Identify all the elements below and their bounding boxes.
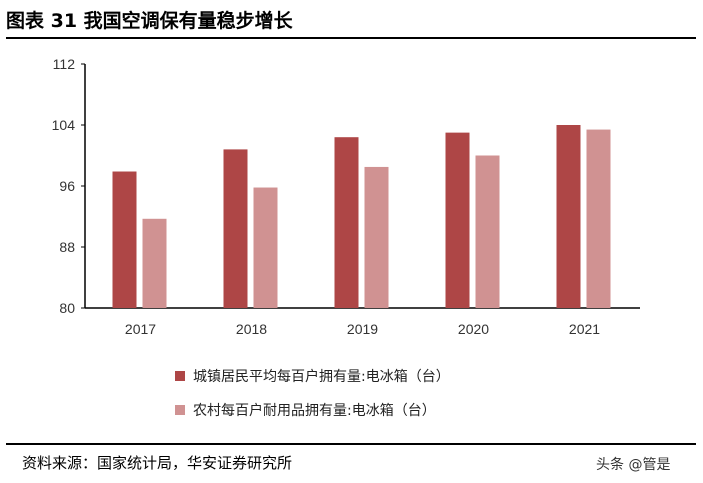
y-tick-label: 80 <box>59 300 75 316</box>
x-tick-label: 2017 <box>125 321 156 337</box>
watermark: 头条 @管是 <box>596 457 671 473</box>
y-tick-label: 96 <box>59 178 75 194</box>
legend-label: 农村每百户耐用品拥有量:电冰箱（台） <box>193 403 436 419</box>
legend-label: 城镇居民平均每百户拥有量:电冰箱（台） <box>193 369 450 385</box>
bar-2020-series-1 <box>475 155 500 308</box>
x-tick-label: 2021 <box>569 321 600 337</box>
x-tick-label: 2018 <box>236 321 267 337</box>
bar-2019-series-0 <box>334 137 359 308</box>
bar-2017-series-0 <box>112 171 137 308</box>
legend-item-rural: 农村每百户耐用品拥有量:电冰箱（台） <box>175 400 436 420</box>
source-note: 资料来源：国家统计局，华安证券研究所 <box>22 454 293 472</box>
bar-2020-series-0 <box>445 132 470 308</box>
x-tick-label: 2019 <box>347 321 378 337</box>
x-tick-label: 2020 <box>458 321 489 337</box>
bar-2017-series-1 <box>142 218 167 308</box>
y-tick-label: 104 <box>52 117 76 133</box>
bar-2018-series-1 <box>253 187 278 308</box>
legend-swatch <box>175 371 185 381</box>
bar-2021-series-1 <box>586 129 611 308</box>
bar-2019-series-1 <box>364 166 389 308</box>
y-tick-label: 88 <box>59 239 75 255</box>
legend-swatch <box>175 405 185 415</box>
legend-item-urban: 城镇居民平均每百户拥有量:电冰箱（台） <box>175 366 450 386</box>
bar-2018-series-0 <box>223 149 248 308</box>
bar-2021-series-0 <box>556 125 581 308</box>
y-tick-label: 112 <box>53 56 76 72</box>
chart-title: 图表 31 我国空调保有量稳步增长 <box>6 10 293 32</box>
source-rule <box>6 443 696 445</box>
title-rule <box>6 37 696 39</box>
